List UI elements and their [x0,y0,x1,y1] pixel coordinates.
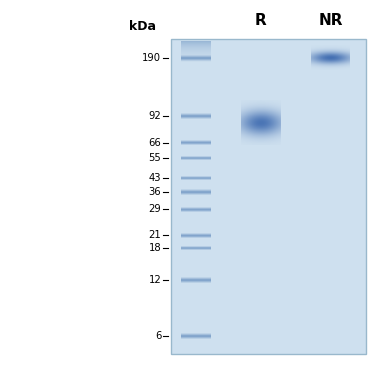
Text: 92: 92 [148,111,161,122]
Text: NR: NR [318,13,343,28]
Text: 12: 12 [148,275,161,285]
Text: 29: 29 [148,204,161,214]
Bar [171,39,366,354]
Text: 190: 190 [142,53,161,63]
Text: 36: 36 [148,187,161,197]
Text: 18: 18 [148,243,161,253]
Text: 66: 66 [148,138,161,148]
Text: R: R [255,13,266,28]
Text: 55: 55 [148,153,161,163]
Text: 6: 6 [155,331,161,341]
Text: kDa: kDa [129,20,156,33]
Text: 43: 43 [149,173,161,183]
Text: 21: 21 [148,230,161,240]
